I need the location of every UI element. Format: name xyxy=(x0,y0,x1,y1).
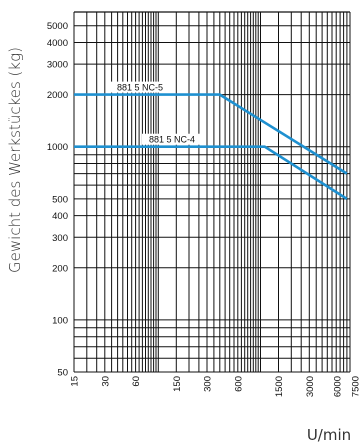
y-tick-label: 500 xyxy=(52,194,68,205)
x-tick-label: 300 xyxy=(203,376,214,392)
series-line-1 xyxy=(74,93,348,175)
series-label: 881 5 NC-5 xyxy=(117,83,163,93)
x-tick-label: 600 xyxy=(233,376,244,392)
y-tick-label: 3000 xyxy=(47,60,68,71)
y-axis-title: Gewicht des Werkstückes (kg) xyxy=(6,47,24,273)
x-tick-labels: 15 30 60 150 300 600 1500 3000 6000 7500 xyxy=(70,376,359,397)
y-tick-label: 200 xyxy=(52,263,68,274)
grid xyxy=(73,11,351,373)
x-tick-label: 6000 xyxy=(333,376,344,397)
x-tick-label: 15 xyxy=(70,376,81,387)
x-tick-label: 1500 xyxy=(274,376,285,397)
y-tick-label: 50 xyxy=(57,368,68,379)
x-axis-title: U/min xyxy=(307,426,351,444)
y-tick-labels: 50 100 200 300 400 500 1000 2000 3000 4000 5000 xyxy=(47,21,68,378)
y-tick-label: 300 xyxy=(52,233,68,244)
x-tick-label: 7500 xyxy=(351,376,359,397)
y-tick-label: 5000 xyxy=(47,21,68,32)
x-tick-label: 3000 xyxy=(305,376,316,397)
series-label-bg xyxy=(142,133,202,145)
y-tick-label: 1000 xyxy=(47,142,68,153)
x-tick-label: 30 xyxy=(100,376,111,387)
series-label: 881 5 NC-4 xyxy=(149,135,195,145)
x-tick-label: 60 xyxy=(131,376,142,387)
series-line-2 xyxy=(74,145,348,200)
y-tick-label: 4000 xyxy=(47,38,68,49)
series-label-bg xyxy=(110,81,170,93)
y-tick-label: 400 xyxy=(52,211,68,222)
series-lines xyxy=(74,93,348,200)
series-labels: 881 5 NC-5 881 5 NC-4 xyxy=(110,81,202,145)
y-tick-label: 100 xyxy=(52,315,68,326)
y-tick-label: 2000 xyxy=(47,90,68,101)
x-tick-label: 150 xyxy=(172,376,183,392)
